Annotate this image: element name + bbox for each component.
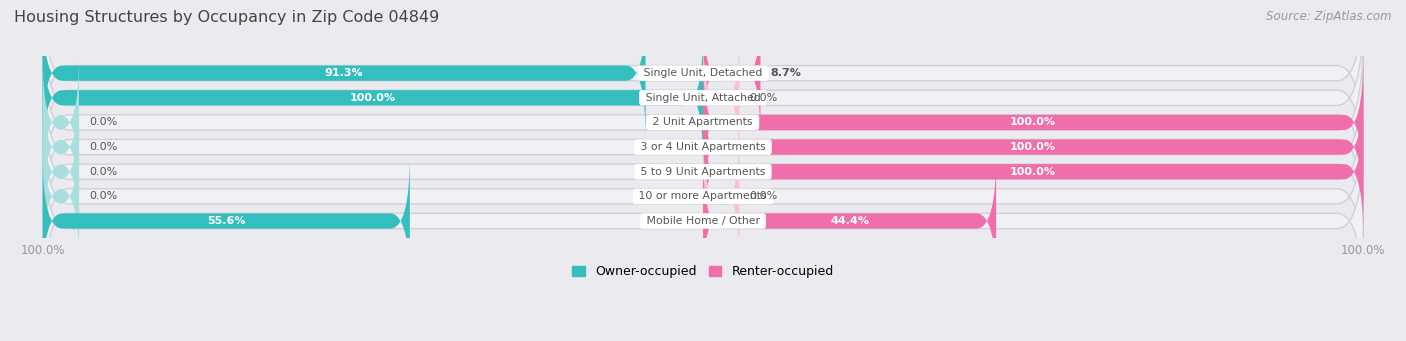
- Text: 3 or 4 Unit Apartments: 3 or 4 Unit Apartments: [637, 142, 769, 152]
- FancyBboxPatch shape: [42, 81, 1364, 263]
- FancyBboxPatch shape: [42, 7, 645, 139]
- FancyBboxPatch shape: [42, 81, 79, 213]
- FancyBboxPatch shape: [703, 56, 1364, 189]
- FancyBboxPatch shape: [42, 130, 79, 263]
- FancyBboxPatch shape: [42, 31, 703, 164]
- Legend: Owner-occupied, Renter-occupied: Owner-occupied, Renter-occupied: [568, 260, 838, 283]
- FancyBboxPatch shape: [703, 105, 1364, 238]
- Text: 0.0%: 0.0%: [749, 93, 778, 103]
- FancyBboxPatch shape: [703, 31, 740, 164]
- Text: Housing Structures by Occupancy in Zip Code 04849: Housing Structures by Occupancy in Zip C…: [14, 10, 439, 25]
- Text: Source: ZipAtlas.com: Source: ZipAtlas.com: [1267, 10, 1392, 23]
- FancyBboxPatch shape: [42, 130, 1364, 312]
- Text: Mobile Home / Other: Mobile Home / Other: [643, 216, 763, 226]
- FancyBboxPatch shape: [42, 56, 79, 189]
- Text: 91.3%: 91.3%: [325, 68, 363, 78]
- FancyBboxPatch shape: [42, 155, 409, 287]
- FancyBboxPatch shape: [42, 7, 1364, 189]
- Text: 100.0%: 100.0%: [1010, 167, 1056, 177]
- Text: 0.0%: 0.0%: [89, 142, 117, 152]
- Text: 5 to 9 Unit Apartments: 5 to 9 Unit Apartments: [637, 167, 769, 177]
- Text: 100.0%: 100.0%: [1010, 142, 1056, 152]
- Text: Single Unit, Detached: Single Unit, Detached: [640, 68, 766, 78]
- Text: 100.0%: 100.0%: [1010, 117, 1056, 128]
- Text: 2 Unit Apartments: 2 Unit Apartments: [650, 117, 756, 128]
- Text: 0.0%: 0.0%: [749, 191, 778, 202]
- Text: 44.4%: 44.4%: [830, 216, 869, 226]
- FancyBboxPatch shape: [42, 56, 1364, 238]
- Text: 0.0%: 0.0%: [89, 191, 117, 202]
- FancyBboxPatch shape: [42, 105, 1364, 287]
- Text: 10 or more Apartments: 10 or more Apartments: [636, 191, 770, 202]
- FancyBboxPatch shape: [42, 105, 79, 238]
- FancyBboxPatch shape: [42, 0, 1364, 164]
- Text: 0.0%: 0.0%: [89, 117, 117, 128]
- Text: 0.0%: 0.0%: [89, 167, 117, 177]
- FancyBboxPatch shape: [703, 81, 1364, 213]
- FancyBboxPatch shape: [42, 31, 1364, 213]
- Text: Single Unit, Attached: Single Unit, Attached: [643, 93, 763, 103]
- Text: 100.0%: 100.0%: [350, 93, 396, 103]
- FancyBboxPatch shape: [703, 155, 997, 287]
- Text: 55.6%: 55.6%: [207, 216, 246, 226]
- Text: 8.7%: 8.7%: [770, 68, 801, 78]
- FancyBboxPatch shape: [703, 130, 740, 263]
- FancyBboxPatch shape: [703, 7, 761, 139]
